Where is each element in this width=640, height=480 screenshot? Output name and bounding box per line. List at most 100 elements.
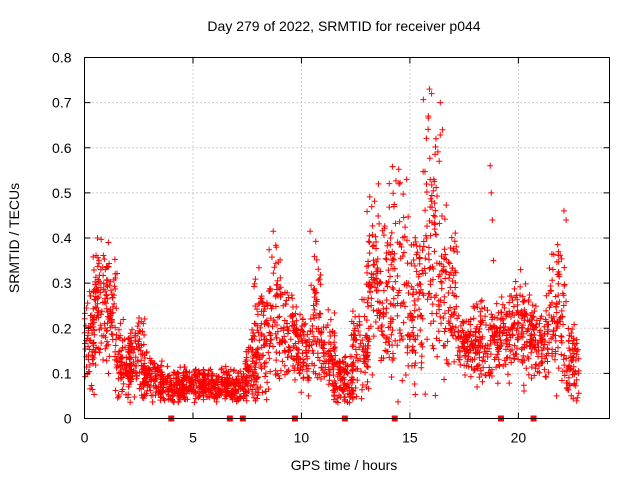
data-point xyxy=(507,313,514,320)
data-point xyxy=(143,366,150,373)
data-point xyxy=(429,219,436,226)
data-point xyxy=(320,360,327,367)
data-point xyxy=(400,299,407,306)
data-point xyxy=(253,378,260,385)
data-point xyxy=(391,256,398,263)
data-point xyxy=(525,371,532,378)
data-point xyxy=(434,148,441,155)
data-point xyxy=(532,361,539,368)
data-point xyxy=(311,287,318,294)
data-point xyxy=(198,383,205,390)
data-point xyxy=(235,370,242,377)
data-point xyxy=(571,380,578,387)
data-point xyxy=(325,306,332,313)
data-point xyxy=(170,392,177,399)
data-point xyxy=(233,376,240,383)
data-point xyxy=(507,348,514,355)
data-point xyxy=(258,298,265,305)
data-point xyxy=(361,313,368,320)
data-point xyxy=(125,383,132,390)
data-point xyxy=(523,365,530,372)
data-point xyxy=(120,371,127,378)
data-point xyxy=(315,266,322,273)
data-point xyxy=(506,293,513,300)
data-point xyxy=(114,358,121,365)
data-point xyxy=(410,324,417,331)
data-point xyxy=(414,332,421,339)
data-point xyxy=(502,324,509,331)
data-point xyxy=(158,362,165,369)
data-point xyxy=(108,317,115,324)
data-point xyxy=(557,314,564,321)
data-point xyxy=(455,328,462,335)
data-point xyxy=(231,394,238,401)
data-point xyxy=(433,231,440,238)
data-point xyxy=(389,350,396,357)
data-point xyxy=(427,264,434,271)
data-point xyxy=(148,370,155,377)
data-point xyxy=(377,268,384,275)
data-point xyxy=(371,261,378,268)
data-point xyxy=(573,376,580,383)
data-point xyxy=(302,339,309,346)
data-point xyxy=(203,389,210,396)
data-point xyxy=(563,367,570,374)
data-point xyxy=(192,366,199,373)
data-point xyxy=(401,233,408,240)
data-point xyxy=(224,385,231,392)
data-point xyxy=(149,398,156,405)
data-point xyxy=(412,391,419,398)
data-point xyxy=(90,266,97,273)
data-point xyxy=(561,281,568,288)
data-point xyxy=(542,373,549,380)
data-point xyxy=(277,274,284,281)
data-point xyxy=(117,375,124,382)
data-point xyxy=(405,280,412,287)
data-point xyxy=(573,397,580,404)
data-point xyxy=(426,265,433,272)
data-point xyxy=(530,313,537,320)
data-point xyxy=(100,356,107,363)
data-point xyxy=(246,377,253,384)
data-point xyxy=(387,235,394,242)
data-point xyxy=(551,356,558,363)
data-point xyxy=(460,345,467,352)
data-point xyxy=(235,386,242,393)
data-point xyxy=(315,314,322,321)
x-tick-label: 0 xyxy=(81,430,89,446)
data-point xyxy=(258,320,265,327)
data-point xyxy=(282,301,289,308)
data-point xyxy=(514,301,521,308)
data-point xyxy=(294,333,301,340)
data-point xyxy=(113,332,120,339)
data-point xyxy=(231,389,238,396)
data-point xyxy=(394,312,401,319)
data-point xyxy=(320,324,327,331)
data-point xyxy=(85,343,92,350)
data-point xyxy=(432,231,439,238)
data-point xyxy=(541,366,548,373)
data-point xyxy=(119,362,126,369)
x-axis-label: GPS time / hours xyxy=(291,457,398,473)
data-point xyxy=(299,350,306,357)
data-point xyxy=(426,256,433,263)
data-point xyxy=(331,383,338,390)
data-point xyxy=(559,290,566,297)
data-point xyxy=(561,372,568,379)
data-point xyxy=(403,176,410,183)
data-point xyxy=(312,370,319,377)
data-point xyxy=(482,342,489,349)
data-point xyxy=(417,312,424,319)
data-point xyxy=(479,317,486,324)
data-point xyxy=(441,376,448,383)
data-point xyxy=(447,244,454,251)
data-point xyxy=(176,378,183,385)
data-point xyxy=(342,353,349,360)
data-point xyxy=(416,254,423,261)
data-point xyxy=(472,344,479,351)
data-point xyxy=(382,347,389,354)
data-point xyxy=(334,385,341,392)
data-point xyxy=(255,264,262,271)
data-point xyxy=(510,355,517,362)
data-point xyxy=(450,332,457,339)
